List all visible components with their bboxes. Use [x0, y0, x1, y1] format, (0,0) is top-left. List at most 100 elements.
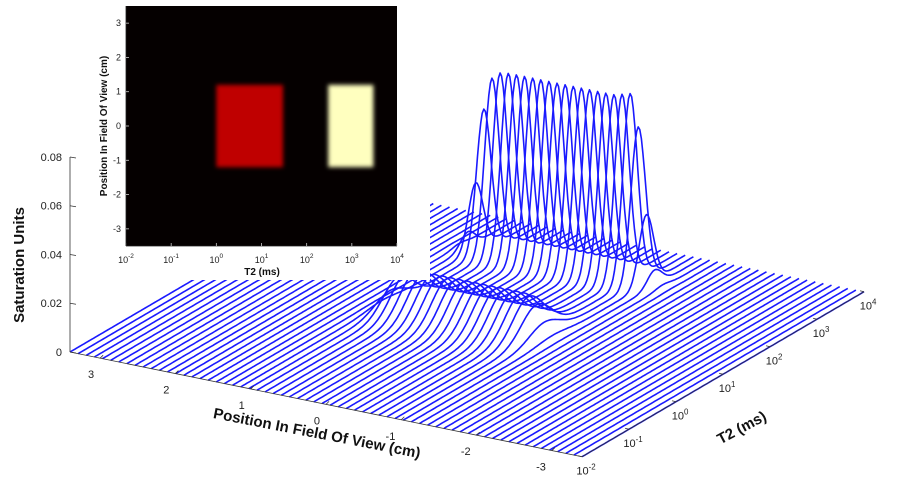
t2-tick-label: 101	[719, 380, 736, 395]
waterfall-slice-line	[484, 271, 767, 438]
waterfall-slice-line	[362, 90, 646, 413]
waterfall-slice-line	[199, 212, 483, 380]
waterfall-slice-line	[500, 274, 784, 441]
position-tick-mark	[175, 370, 179, 374]
t2-tick-mark	[859, 290, 865, 293]
inset-x-tick-label: 103	[345, 253, 359, 265]
position-tick-mark	[250, 385, 255, 390]
waterfall-slice-line	[419, 257, 702, 425]
waterfall-slice-line	[410, 213, 694, 423]
t2-axis-label: T2 (ms)	[714, 408, 769, 448]
waterfall-slice-line	[475, 269, 759, 436]
position-tick-mark	[551, 447, 556, 451]
t2-tick-mark	[671, 400, 677, 403]
heatmap-cells	[216, 84, 374, 168]
waterfall-slice-line	[573, 289, 857, 456]
waterfall-slice-line	[215, 216, 499, 383]
t2-tick-mark	[624, 427, 630, 430]
waterfall-slice-line	[329, 84, 613, 406]
waterfall-slice-line	[345, 87, 629, 410]
waterfall-slice-line	[337, 85, 621, 408]
z-tick-mark	[69, 156, 77, 159]
t2-tick-mark	[812, 317, 818, 320]
waterfall-slice-line	[565, 287, 849, 455]
z-tick-label: 0.08	[41, 152, 62, 164]
inset-x-tick-label: 10-1	[163, 253, 179, 265]
t2-axis: 10-2 10-1 100 101 102 103 104	[576, 290, 877, 478]
z-axis-label: Saturation Units	[11, 207, 28, 323]
t2-tick-mark	[718, 372, 724, 375]
inset-y-tick-label: -3	[113, 224, 121, 234]
inset-y-tick-label: -1	[113, 155, 121, 165]
z-tick-label: 0.06	[41, 201, 62, 213]
heatmap-region	[328, 84, 374, 168]
waterfall-slice-line	[386, 93, 670, 418]
position-tick-mark	[325, 401, 330, 405]
inset-y-tick-label: 3	[116, 18, 121, 28]
t2-tick-label: 10-1	[623, 435, 643, 450]
waterfall-slice-line	[321, 82, 605, 405]
waterfall-slice-line	[354, 89, 637, 411]
z-tick-label: 0.02	[41, 298, 62, 310]
waterfall-slice-line	[549, 284, 832, 451]
waterfall-slice-line	[508, 276, 792, 443]
waterfall-slice-line	[524, 279, 808, 446]
waterfall-slice-line	[427, 259, 711, 426]
z-tick-label: 0	[56, 347, 62, 359]
waterfall-slice-line	[378, 93, 662, 416]
t2-tick-label: 10-2	[576, 463, 595, 478]
z-tick-mark	[69, 254, 77, 256]
waterfall-slice-line	[443, 262, 727, 430]
waterfall-slice-line	[207, 214, 491, 381]
waterfall-slice-line	[557, 286, 841, 453]
t2-tick-mark	[577, 455, 583, 458]
position-tick-mark	[476, 431, 480, 436]
inset-x-label: T2 (ms)	[244, 267, 280, 278]
waterfall-slice-line	[248, 108, 532, 390]
position-tick-label: 3	[88, 369, 94, 381]
waterfall-slice-line	[370, 92, 654, 415]
position-tick-mark	[401, 416, 405, 421]
inset-x-tick-label: 102	[300, 253, 314, 265]
waterfall-slice-line	[451, 264, 735, 431]
position-tick-label: 0	[314, 415, 320, 427]
inset-y-tick-label: 1	[116, 87, 121, 97]
inset-x-tick-label: 104	[390, 253, 404, 265]
z-axis: 0 0.02 0.04 0.06 0.08	[41, 152, 77, 359]
waterfall-slice-line	[516, 277, 800, 445]
t2-tick-label: 103	[813, 325, 830, 340]
inset-y-tick-label: -2	[113, 190, 121, 200]
position-tick-label: 2	[163, 385, 169, 397]
t2-tick-label: 102	[766, 353, 783, 368]
waterfall-slice-line	[289, 75, 572, 398]
waterfall-slice-line	[297, 77, 581, 400]
z-tick-label: 0.04	[41, 249, 62, 261]
waterfall-slice-line	[305, 79, 589, 401]
waterfall-slice-line	[467, 267, 751, 435]
position-tick-label: -2	[461, 446, 471, 458]
position-tick-label: -1	[386, 431, 396, 443]
inset-y-tick-label: 0	[116, 121, 121, 131]
inset-x-tick-label: 100	[210, 253, 224, 265]
inset-y-tick-label: 2	[116, 52, 121, 62]
waterfall-slice-line	[313, 80, 597, 403]
position-axis: 3 2 1 0 -1 -2 -3	[69, 351, 583, 474]
heatmap-regions	[216, 84, 374, 168]
waterfall-slice-line	[541, 282, 824, 450]
position-tick-label: -3	[536, 462, 546, 474]
t2-tick-mark	[765, 345, 771, 348]
z-tick-mark	[69, 302, 77, 305]
z-tick-mark	[69, 205, 77, 208]
inset-position-axis: 3 2 1 0 -1 -2 -3	[113, 6, 129, 246]
inset-t2-axis: 10-2 10-1 100 101 102 103 104	[118, 243, 404, 265]
waterfall-slice-line	[232, 219, 516, 386]
waterfall-slice-line	[435, 261, 719, 428]
inset-x-tick-label: 101	[255, 253, 269, 265]
t2-tick-label: 104	[860, 298, 877, 313]
heatmap-region	[216, 84, 284, 168]
waterfall-slice-line	[459, 266, 743, 433]
inset-x-tick-label: 10-2	[118, 253, 134, 265]
waterfall-slice-line	[402, 126, 686, 421]
